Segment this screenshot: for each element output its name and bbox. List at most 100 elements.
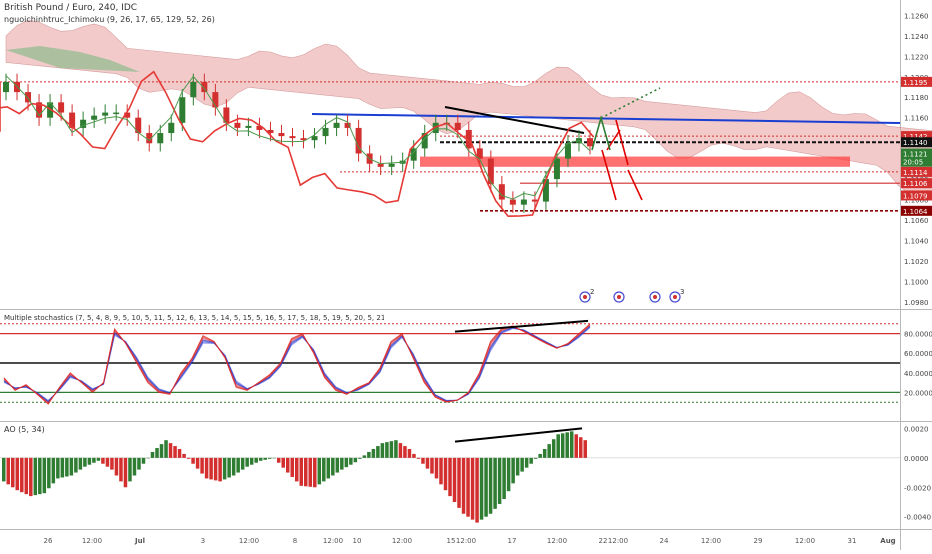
ao-bar: [407, 449, 412, 458]
time-tick-label: 15: [447, 537, 456, 545]
ao-bar: [60, 457, 65, 478]
ao-bar: [430, 457, 434, 474]
event-icon: [649, 291, 661, 303]
ao-bar: [547, 444, 551, 458]
ao-bar: [69, 457, 74, 476]
candle: [344, 122, 351, 128]
stochastics-label: Multiple stochastics (7, 5, 4, 8, 9, 5, …: [4, 314, 384, 322]
ao-bar: [448, 457, 452, 497]
ao-bar: [457, 457, 461, 508]
event-icon-2: 2: [579, 288, 594, 303]
time-tick-label: 12:00: [608, 537, 628, 545]
ao-bar: [551, 439, 556, 458]
ao-bar: [376, 446, 380, 458]
candle: [487, 158, 494, 185]
ao-bar: [51, 457, 56, 484]
candle: [157, 133, 164, 144]
ao-bar: [33, 457, 38, 496]
ao-bar: [159, 444, 164, 458]
candle: [256, 125, 263, 130]
time-tick-label: Jul: [134, 537, 145, 545]
ao-bar: [123, 457, 128, 488]
price-tick-label: 1.1180: [904, 94, 929, 102]
ao-bar: [227, 457, 231, 478]
ao-bar: [38, 457, 42, 495]
price-badge-label: 1.1064: [903, 208, 928, 216]
ao-bar: [78, 457, 83, 470]
ichimoku-base-line: [5, 75, 591, 200]
price-badge: [901, 137, 932, 148]
ao-bar: [398, 443, 403, 458]
time-tick-label: 12:00: [239, 537, 259, 545]
supply-zone: [420, 156, 850, 167]
ao-bar: [186, 457, 191, 459]
ao-bar: [506, 457, 511, 492]
green-dotted-projection: [600, 87, 661, 119]
ichimoku-cloud-bull: [6, 46, 140, 72]
price-badge-label: 20:05: [903, 159, 923, 167]
candle: [58, 102, 65, 113]
price-tick-label: 1.1220: [904, 53, 929, 61]
ao-bar: [542, 449, 547, 458]
ao-bar: [87, 457, 92, 465]
ao-bar: [290, 457, 294, 477]
ao-bar: [326, 457, 331, 479]
event-icon-flag: [613, 291, 625, 303]
ao-bar: [2, 457, 6, 482]
ao-bar: [132, 457, 137, 476]
ao-bar: [20, 457, 24, 493]
ao-bar: [173, 446, 177, 458]
ao-bar: [304, 457, 308, 487]
ao-bar: [222, 457, 227, 480]
ao-label: AO (5, 34): [4, 425, 45, 434]
time-tick-label: 3: [201, 537, 205, 545]
ao-bar: [529, 457, 533, 464]
ao-bar: [110, 457, 114, 470]
divergence-line-stoch: [454, 319, 589, 333]
ao-bar: [322, 457, 326, 482]
event-icon-dot: [673, 295, 677, 299]
ao-bar: [92, 457, 96, 463]
ao-bar: [425, 457, 430, 469]
candle: [36, 102, 43, 118]
ao-bar: [164, 440, 168, 458]
ao-bar: [371, 449, 376, 458]
time-tick-label: 8: [293, 537, 297, 545]
ao-bar: [177, 449, 182, 458]
ao-bar: [47, 457, 51, 489]
ao-bar: [434, 457, 439, 479]
ao-bar: [182, 453, 186, 458]
time-tick-label: 12:00: [392, 537, 412, 545]
time-tick-label: 12:00: [82, 537, 102, 545]
ao-bar: [119, 457, 123, 482]
candle: [91, 115, 98, 120]
ao-bar: [362, 455, 367, 458]
ao-bar: [96, 457, 101, 461]
ao-bar: [340, 457, 344, 470]
candle: [300, 138, 307, 141]
price-badge-label: 1.1140: [903, 139, 928, 147]
ao-bar: [195, 457, 200, 469]
ao-bar: [461, 457, 466, 514]
candle: [146, 133, 153, 144]
ao-bar: [475, 457, 479, 523]
ao-bar: [416, 457, 421, 459]
candle: [377, 163, 384, 167]
ao-bar: [299, 457, 304, 486]
ao-bar: [385, 442, 389, 458]
ao-bar: [209, 457, 213, 480]
ao-bar: [155, 448, 159, 458]
candle: [322, 127, 329, 137]
price-badge: [901, 156, 932, 167]
divergence-line-ao: [454, 427, 583, 443]
ao-bar: [308, 457, 313, 487]
ao-bar: [497, 457, 502, 504]
candle: [520, 199, 527, 205]
price-badge-label: 1.1106: [903, 180, 928, 188]
time-tick-label: 24: [660, 537, 669, 545]
ao-bar: [267, 457, 272, 459]
ao-bar: [421, 457, 425, 464]
stoch-line: [3, 323, 591, 405]
ao-bar: [128, 457, 132, 482]
